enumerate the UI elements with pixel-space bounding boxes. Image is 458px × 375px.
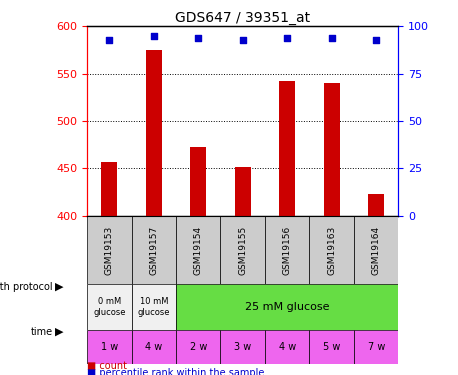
Text: GSM19156: GSM19156 — [283, 225, 292, 274]
Text: GSM19154: GSM19154 — [194, 225, 203, 274]
Bar — [265, 216, 310, 284]
Bar — [87, 284, 131, 330]
Bar — [310, 216, 354, 284]
Bar — [176, 284, 398, 330]
Point — [106, 36, 113, 42]
Text: 4 w: 4 w — [145, 342, 163, 352]
Point — [372, 36, 380, 42]
Bar — [324, 83, 339, 216]
Text: 0 mM
glucose: 0 mM glucose — [93, 297, 125, 316]
Point — [284, 34, 291, 40]
Text: GSM19153: GSM19153 — [105, 225, 114, 274]
Bar — [368, 194, 384, 216]
Bar — [176, 330, 220, 364]
Bar — [279, 81, 295, 216]
Bar — [87, 216, 131, 284]
Text: 25 mM glucose: 25 mM glucose — [245, 302, 329, 312]
Bar — [131, 216, 176, 284]
Text: GSM19155: GSM19155 — [238, 225, 247, 274]
Text: ■ percentile rank within the sample: ■ percentile rank within the sample — [87, 368, 264, 375]
Bar — [354, 330, 398, 364]
Bar — [146, 50, 162, 216]
Bar — [131, 330, 176, 364]
Text: GSM19164: GSM19164 — [372, 225, 381, 274]
Text: 2 w: 2 w — [190, 342, 207, 352]
Text: 7 w: 7 w — [367, 342, 385, 352]
Point — [195, 34, 202, 40]
Text: 10 mM
glucose: 10 mM glucose — [137, 297, 170, 316]
Text: 4 w: 4 w — [278, 342, 296, 352]
Bar — [354, 216, 398, 284]
Point — [150, 33, 158, 39]
Text: growth protocol: growth protocol — [0, 282, 53, 292]
Text: 1 w: 1 w — [101, 342, 118, 352]
Point — [328, 34, 335, 40]
Point — [239, 36, 246, 42]
Bar — [87, 330, 131, 364]
Text: ■ count: ■ count — [87, 361, 127, 370]
Bar — [176, 216, 220, 284]
Text: 3 w: 3 w — [234, 342, 251, 352]
Text: ▶: ▶ — [55, 282, 64, 292]
Bar — [235, 166, 251, 216]
Text: time: time — [31, 327, 53, 337]
Title: GDS647 / 39351_at: GDS647 / 39351_at — [175, 11, 311, 25]
Text: GSM19157: GSM19157 — [149, 225, 158, 274]
Bar — [191, 147, 206, 216]
Bar — [131, 284, 176, 330]
Text: 5 w: 5 w — [323, 342, 340, 352]
Bar — [265, 330, 310, 364]
Text: ▶: ▶ — [55, 327, 64, 337]
Bar — [220, 330, 265, 364]
Bar — [310, 330, 354, 364]
Bar — [102, 162, 117, 216]
Bar — [220, 216, 265, 284]
Text: GSM19163: GSM19163 — [327, 225, 336, 274]
